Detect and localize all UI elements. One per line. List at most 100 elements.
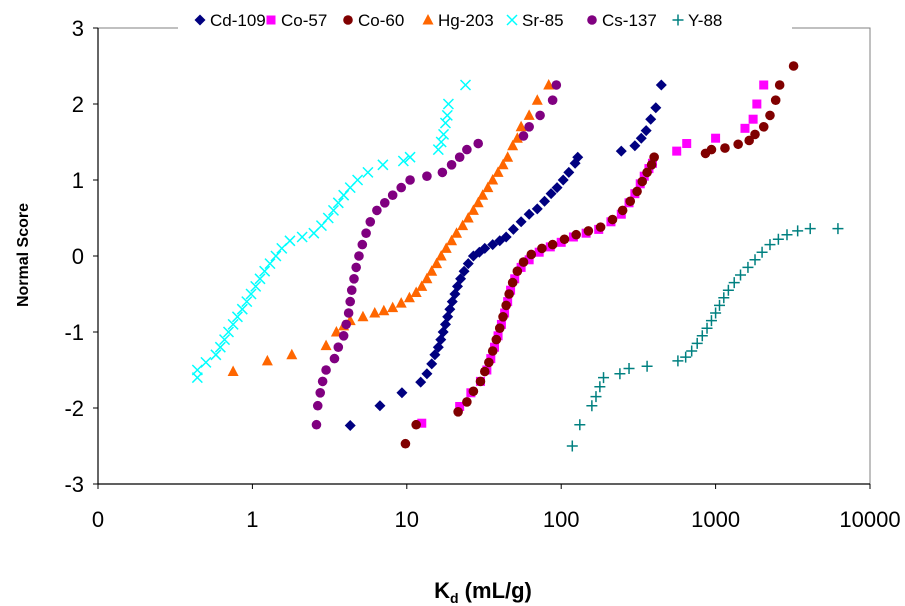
data-point — [484, 357, 494, 368]
data-point — [379, 198, 390, 208]
data-point — [369, 307, 381, 318]
data-point — [531, 94, 543, 105]
data-point — [740, 123, 750, 133]
data-point — [410, 286, 422, 297]
data-point — [219, 334, 231, 346]
data-point — [222, 326, 235, 338]
data-point — [311, 419, 322, 430]
data-point — [792, 225, 804, 237]
data-point — [696, 330, 708, 342]
data-point — [357, 239, 368, 250]
data-point — [372, 205, 382, 216]
data-point — [492, 166, 504, 177]
legend-label: Co-57 — [281, 11, 327, 30]
data-point — [462, 258, 474, 270]
data-point — [774, 80, 785, 90]
x-tick-label: 100 — [543, 507, 580, 532]
data-point — [749, 254, 761, 266]
data-point — [462, 144, 472, 155]
series-cd-109 — [344, 79, 667, 431]
y-tick-label: 2 — [72, 92, 84, 117]
data-point — [748, 114, 758, 124]
axes: -3 -2 -1 0 1 2 3 0 1 10 100 1000 10000 — [64, 16, 900, 532]
data-point — [446, 234, 458, 246]
data-point — [245, 288, 257, 300]
data-point — [315, 388, 326, 398]
data-point — [574, 419, 586, 431]
data-point — [722, 284, 734, 296]
x-tick-label: 1 — [246, 507, 258, 532]
data-point — [458, 265, 470, 277]
series-y-88 — [566, 223, 844, 452]
data-point — [655, 79, 667, 91]
data-point — [438, 128, 450, 140]
legend-label: Sr-85 — [522, 11, 564, 30]
data-point — [543, 79, 555, 90]
data-point — [241, 296, 253, 308]
data-point — [524, 122, 534, 132]
data-point — [421, 272, 433, 284]
legend-marker — [422, 14, 434, 25]
data-point — [437, 167, 448, 178]
data-point — [346, 285, 357, 296]
data-point — [455, 273, 467, 285]
data-point — [642, 167, 652, 178]
data-point — [442, 98, 454, 110]
data-point — [312, 400, 323, 411]
data-point — [714, 299, 726, 311]
data-point — [772, 233, 784, 245]
data-point — [623, 362, 635, 374]
legend-label: Hg-203 — [438, 11, 494, 30]
data-point — [545, 188, 557, 200]
data-point — [429, 349, 441, 361]
data-point — [365, 217, 376, 227]
data-point — [617, 205, 628, 216]
data-point — [432, 144, 444, 156]
data-point — [691, 337, 703, 349]
data-point — [332, 197, 344, 209]
data-point — [487, 346, 498, 356]
data-point — [435, 250, 447, 261]
data-point — [473, 138, 483, 149]
legend-marker — [343, 15, 353, 25]
legend-item-cd-109: Cd-109 — [194, 11, 266, 30]
data-point — [507, 277, 518, 288]
y-tick-label: -2 — [64, 396, 84, 421]
data-point — [227, 365, 239, 377]
data-point — [557, 174, 569, 186]
data-point — [479, 242, 491, 254]
data-point — [377, 159, 389, 171]
data-point — [701, 322, 713, 334]
x-axis-label: Kd (mL/g) — [434, 578, 532, 606]
data-point — [733, 139, 743, 150]
data-point — [535, 110, 545, 121]
data-point — [457, 219, 469, 231]
legend-marker — [506, 14, 518, 26]
data-point — [646, 160, 657, 170]
data-point — [404, 151, 416, 163]
data-point — [396, 387, 408, 399]
data-point — [524, 255, 534, 265]
data-point — [765, 110, 775, 121]
data-point — [354, 251, 364, 261]
y-tick-label: 3 — [72, 16, 84, 41]
data-point — [515, 216, 527, 228]
legend-label: Co-60 — [358, 11, 404, 30]
series-hg-203 — [227, 79, 555, 377]
legend-item-co-60: Co-60 — [343, 11, 404, 30]
data-point — [400, 438, 411, 449]
data-point — [515, 120, 527, 132]
data-point — [518, 131, 529, 141]
data-point — [459, 79, 472, 91]
data-point — [453, 407, 463, 417]
data-point — [788, 61, 799, 71]
data-point — [320, 339, 332, 351]
series-co-60 — [400, 61, 799, 449]
data-point — [756, 246, 768, 258]
y-tick-label: 1 — [72, 168, 84, 193]
data-point — [378, 304, 390, 316]
data-point — [583, 226, 594, 236]
data-point — [641, 360, 653, 372]
data-point — [344, 419, 356, 431]
data-point — [482, 181, 494, 193]
